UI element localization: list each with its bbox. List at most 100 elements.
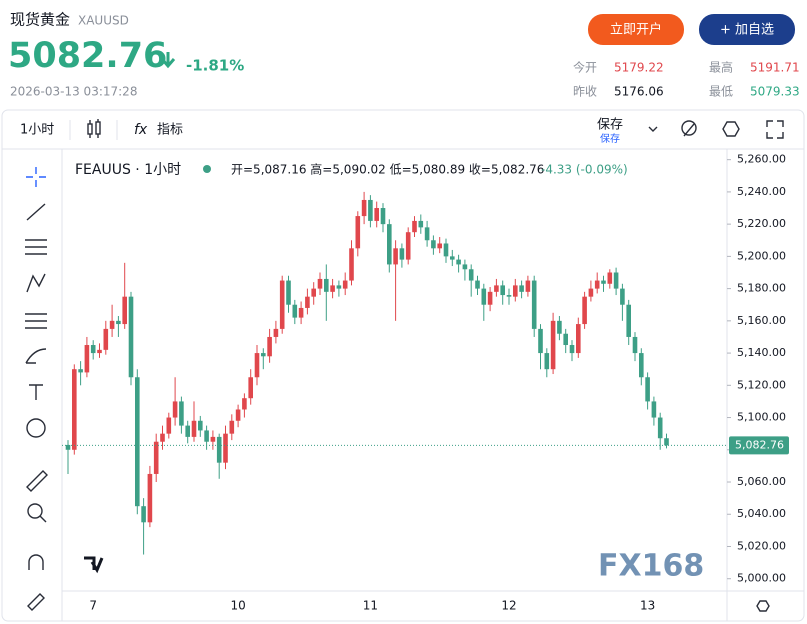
candle-body <box>336 285 342 289</box>
candle-body <box>431 240 436 249</box>
candle-body <box>525 280 531 292</box>
candle-type-icon[interactable] <box>87 119 101 138</box>
down-arrow <box>160 52 176 69</box>
legend-name: FEAUUS · 1小时 <box>75 162 181 178</box>
y-tick-label: 5,000.00 <box>737 572 786 585</box>
y-tick-label: 5,160.00 <box>737 314 786 327</box>
time: 2026-03-13 03:17:28 <box>10 85 137 99</box>
legend-ohlc: 开=5,087.16 高=5,090.02 低=5,080.89 收=5,082… <box>231 162 544 177</box>
candle-body <box>531 280 537 329</box>
change: -1.81% <box>186 57 244 75</box>
candle-body <box>128 296 134 378</box>
interval[interactable]: 1小时 <box>20 123 54 138</box>
y-tick-label: 5,100.00 <box>737 411 786 424</box>
candle-body <box>179 401 184 426</box>
axis-settings[interactable] <box>756 600 770 612</box>
price: 5082.76 <box>8 36 167 76</box>
stat-label: 最低 <box>709 85 733 99</box>
candle-body <box>273 328 279 337</box>
candle-body <box>342 280 348 289</box>
candle-body <box>65 444 71 450</box>
alert-icon[interactable] <box>681 120 697 137</box>
open-account-label[interactable]: 立即开户 <box>610 22 662 38</box>
y-tick-label: 5,140.00 <box>737 346 786 359</box>
candle-body <box>242 398 247 410</box>
settings-icon[interactable] <box>722 121 740 137</box>
save[interactable]: 保存 <box>597 118 623 133</box>
candle-body <box>487 291 493 305</box>
candle-body <box>399 248 405 260</box>
candle-body <box>210 436 216 442</box>
watermark: FX168 <box>598 549 704 584</box>
save-sub: 保存 <box>600 132 620 145</box>
candle-body <box>317 278 323 289</box>
candle-body <box>355 216 361 249</box>
stat-value: 5176.06 <box>614 85 664 99</box>
candle-body <box>456 259 461 265</box>
candle-body <box>97 349 102 354</box>
candle-body <box>462 264 468 270</box>
legend-change: -4.33 (-0.09%) <box>541 163 628 177</box>
candle-body <box>418 220 424 228</box>
stat-value: 5079.33 <box>750 85 800 99</box>
candle-body <box>191 420 197 437</box>
watchlist-label[interactable]: + 加自选 <box>720 23 774 38</box>
candle-body <box>613 272 619 289</box>
candle-body <box>311 288 316 297</box>
x-tick-label: 13 <box>640 599 655 613</box>
drawing-tools[interactable] <box>25 167 48 611</box>
chevron[interactable] <box>648 126 658 132</box>
candle-body <box>90 345 96 354</box>
candle-body <box>544 353 550 370</box>
candle-body <box>330 285 335 292</box>
candle-body <box>305 296 310 308</box>
candle-body <box>500 285 505 296</box>
candle-body <box>109 320 115 329</box>
candle-body <box>475 280 480 289</box>
price-tag <box>729 436 789 455</box>
fullscreen-icon[interactable] <box>766 120 784 139</box>
stat-label: 最高 <box>709 60 733 75</box>
stat-label: 昨收 <box>573 85 597 99</box>
candle-body <box>198 420 203 431</box>
stat-value: 5191.71 <box>750 61 800 75</box>
candle-body <box>235 409 241 421</box>
price-tag-label: 5,082.76 <box>735 438 784 451</box>
candle-body <box>349 248 354 281</box>
candle-body <box>569 345 575 354</box>
candle-body <box>506 295 512 297</box>
candle-body <box>519 285 524 292</box>
candle-body <box>626 304 631 337</box>
open-account-button[interactable] <box>588 14 684 45</box>
candle-body <box>620 288 625 305</box>
candle-body <box>550 320 556 370</box>
tv-logo <box>84 556 104 574</box>
y-tick-label: 5,180.00 <box>737 282 786 295</box>
y-tick-label: 5,240.00 <box>737 185 786 198</box>
fx-icon[interactable]: fx <box>134 122 148 138</box>
candle-body <box>72 369 77 450</box>
candle-body <box>166 417 172 434</box>
candle-body <box>588 288 594 297</box>
y-tick-label: 5,040.00 <box>737 507 786 520</box>
candle-body <box>594 280 600 289</box>
x-tick-label: 11 <box>363 599 378 613</box>
y-tick-label: 5,060.00 <box>737 475 786 488</box>
candle-body <box>651 401 657 418</box>
candle-body <box>664 438 669 446</box>
candle-body <box>153 441 159 474</box>
candle-body <box>405 232 411 260</box>
candle-body <box>387 224 392 265</box>
candle-body <box>141 506 146 523</box>
candle-body <box>368 199 373 221</box>
x-tick-label: 12 <box>501 599 516 613</box>
candle-body <box>204 430 209 442</box>
candle-body <box>78 369 83 373</box>
candle-body <box>279 280 285 329</box>
candle-body <box>298 307 304 318</box>
y-tick-label: 5,020.00 <box>737 539 786 552</box>
watchlist-button[interactable] <box>699 14 795 45</box>
candle-body <box>538 328 543 354</box>
indicators[interactable]: 指标 <box>157 123 183 138</box>
y-tick-label: 5,220.00 <box>737 217 786 230</box>
